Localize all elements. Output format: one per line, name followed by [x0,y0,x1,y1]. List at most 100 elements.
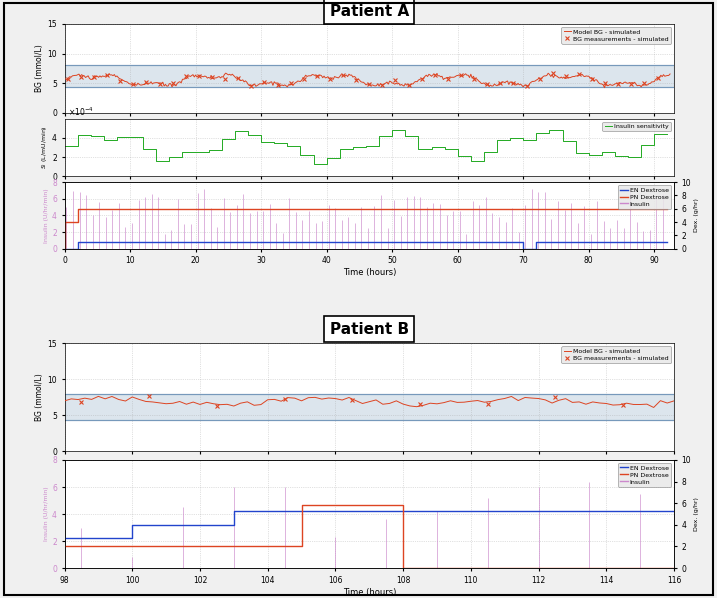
BG measurements - simulated [234,74,242,81]
Y-axis label: BG (mmol/L): BG (mmol/L) [35,44,44,92]
Y-axis label: Dex. (g/hr): Dex. (g/hr) [694,497,699,531]
PN Dextrose [663,205,672,212]
PN Dextrose [399,502,407,509]
Legend: EN Dextrose, PN Dextrose, Insulin: EN Dextrose, PN Dextrose, Insulin [618,463,671,487]
PN Dextrose [87,205,95,212]
BG measurements - simulated [574,71,583,78]
BG measurements - simulated [77,399,86,406]
EN Dextrose [670,507,678,514]
BG measurements - simulated [313,72,321,80]
Y-axis label: Insulin (U/hr/min): Insulin (U/hr/min) [44,188,49,243]
Line: EN Dextrose: EN Dextrose [65,511,674,538]
BG measurements - simulated [64,75,72,83]
PN Dextrose [73,205,82,212]
BG measurements - simulated [614,80,622,87]
Y-axis label: Dex. (g/hr): Dex. (g/hr) [694,199,699,233]
Insulin sensitivity [663,130,672,138]
BG measurements - simulated [168,79,177,86]
Model BG - simulated [60,75,69,83]
BG measurements - simulated [496,80,505,87]
BG measurements - simulated [588,75,597,83]
Model BG - simulated [581,401,590,408]
Model BG - simulated [666,71,675,78]
PN Dextrose [87,205,95,212]
PN Dextrose [298,543,306,550]
Model BG - simulated [600,84,609,91]
Y-axis label: BG (mmol/L): BG (mmol/L) [35,373,44,421]
Insulin sensitivity [60,142,69,149]
BG measurements - simulated [273,81,282,89]
BG measurements - simulated [280,395,289,402]
Insulin sensitivity [388,126,397,133]
Model BG - simulated [575,72,584,79]
BG measurements - simulated [260,78,269,86]
BG measurements - simulated [90,73,98,80]
BG measurements - simulated [619,401,627,408]
BG measurements - simulated [145,393,153,400]
BG measurements - simulated [653,75,662,82]
EN Dextrose [60,534,69,541]
BG measurements - simulated [549,70,557,77]
Insulin sensitivity [519,135,528,142]
BG measurements - simulated [300,76,308,83]
Model BG - simulated [650,404,658,411]
Legend: Insulin sensitivity: Insulin sensitivity [602,121,671,132]
Insulin sensitivity [427,144,436,151]
Model BG - simulated [117,75,125,83]
BG measurements - simulated [416,400,424,407]
BG measurements - simulated [444,75,452,83]
BG measurements - simulated [365,81,374,88]
BG measurements - simulated [551,393,560,401]
EN Dextrose [60,245,69,252]
PN Dextrose [60,245,69,252]
Model BG - simulated [419,402,428,409]
PN Dextrose [60,218,69,225]
Insulin sensitivity [559,127,567,134]
BG measurements - simulated [194,73,203,80]
Model BG - simulated [223,401,232,408]
BG measurements - simulated [116,77,125,84]
Line: PN Dextrose: PN Dextrose [65,505,674,568]
Model BG - simulated [670,397,678,404]
Legend: EN Dextrose, PN Dextrose, Insulin: EN Dextrose, PN Dextrose, Insulin [618,185,671,209]
BG measurements - simulated [536,75,544,83]
BG measurements - simulated [208,73,217,80]
BG measurements - simulated [404,82,413,89]
BG measurements - simulated [103,72,111,79]
EN Dextrose [663,239,672,246]
Model BG - simulated [209,400,218,407]
BG measurements - simulated [391,77,400,84]
BG measurements - simulated [129,81,138,88]
Bar [65,393,674,420]
BG measurements - simulated [640,80,649,87]
Line: BG measurements - simulated: BG measurements - simulated [65,71,660,89]
BG measurements - simulated [483,81,492,88]
PN Dextrose [399,565,407,572]
EN Dextrose [73,239,82,246]
Model BG - simulated [434,72,442,80]
EN Dextrose [229,521,238,529]
BG measurements - simulated [601,80,609,87]
Insulin sensitivity [571,149,580,156]
BG measurements - simulated [142,78,151,86]
Text: Patient B: Patient B [330,322,409,337]
BG measurements - simulated [470,75,478,83]
BG measurements - simulated [561,72,570,80]
EN Dextrose [532,245,541,252]
BG measurements - simulated [221,75,229,82]
BG measurements - simulated [457,71,465,78]
Text: $\times10^{-4}$: $\times10^{-4}$ [67,106,93,118]
BG measurements - simulated [348,396,356,404]
EN Dextrose [532,239,541,246]
PN Dextrose [73,218,82,225]
BG measurements - simulated [286,80,295,87]
Insulin sensitivity [545,129,554,136]
Line: Model BG - simulated: Model BG - simulated [65,73,670,88]
EN Dextrose [519,245,528,252]
BG measurements - simulated [430,71,439,78]
EN Dextrose [229,507,238,514]
X-axis label: Time (hours): Time (hours) [343,269,396,277]
Bar [65,65,674,87]
Model BG - simulated [587,74,596,81]
Model BG - simulated [198,73,206,80]
